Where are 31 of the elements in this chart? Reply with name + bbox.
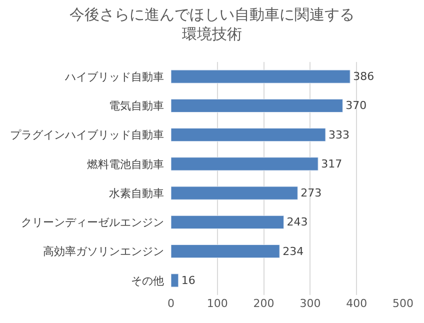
y-tick-label: ハイブリッド自動車 (64, 70, 164, 84)
x-tick-label: 0 (168, 297, 174, 310)
x-tick-label: 400 (346, 297, 368, 310)
bar (171, 274, 179, 288)
x-tick-label: 300 (300, 297, 321, 310)
data-label: 333 (328, 128, 350, 142)
data-label: 16 (181, 274, 196, 287)
y-tick-label: 水素自動車 (109, 186, 164, 200)
x-tick-label: 100 (206, 297, 228, 310)
bar (171, 70, 350, 84)
bar (171, 98, 343, 112)
data-label: 386 (353, 70, 374, 84)
bar (171, 157, 318, 171)
y-tick-label: 燃料電池自動車 (87, 158, 164, 171)
x-tick-label: 500 (392, 297, 414, 310)
bar (171, 244, 280, 258)
bar (171, 215, 284, 229)
y-tick-label: プラグインハイブリッド自動車 (10, 128, 164, 142)
data-label: 370 (346, 99, 367, 112)
bar (171, 186, 298, 200)
data-label: 273 (300, 186, 322, 200)
y-tick-label: 電気自動車 (109, 100, 164, 113)
data-label: 317 (321, 157, 342, 170)
y-tick-label: その他 (131, 274, 164, 288)
data-label: 234 (282, 244, 304, 258)
data-label: 243 (286, 216, 308, 229)
y-tick-label: 高効率ガソリンエンジン (43, 245, 164, 258)
y-tick-label: クリーンディーゼルエンジン (21, 216, 164, 230)
x-tick-label: 200 (253, 297, 274, 310)
chart-title: 今後さらに進んでほしい自動車に関連する環境技術 (70, 5, 354, 43)
bar (171, 128, 326, 142)
